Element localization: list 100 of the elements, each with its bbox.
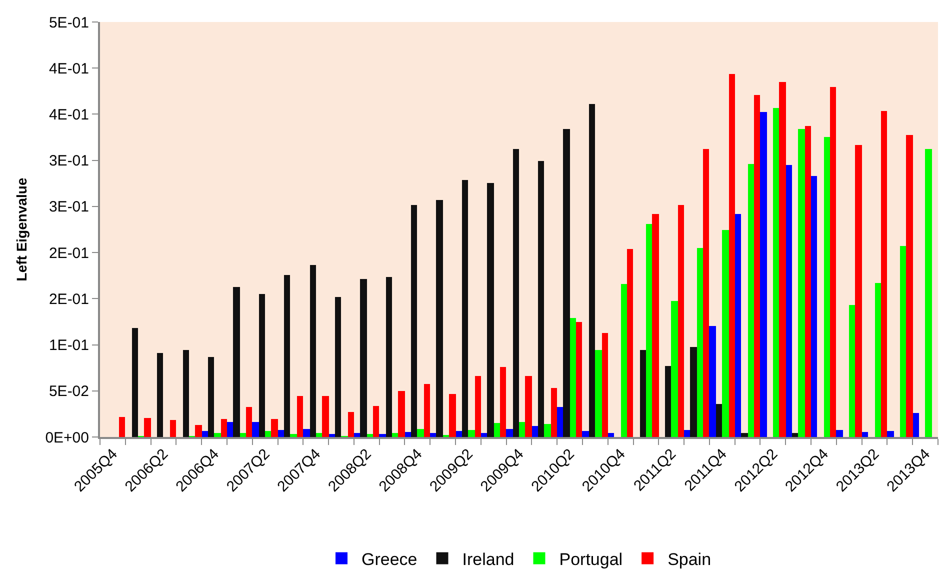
bar (449, 394, 456, 437)
bar (913, 413, 919, 437)
bar (227, 422, 233, 437)
bar (811, 176, 817, 437)
bar (729, 74, 735, 437)
bar (398, 391, 405, 437)
bar (652, 214, 659, 437)
bar (348, 412, 354, 437)
bar (271, 419, 278, 437)
bar (487, 183, 494, 437)
bar (887, 431, 894, 437)
bar (722, 230, 729, 437)
bar (862, 432, 868, 437)
y-tick-label: 4E-01 (48, 60, 89, 78)
bar (411, 205, 417, 437)
bar (544, 424, 551, 437)
bar (119, 417, 125, 437)
bar (462, 180, 468, 437)
bar (582, 431, 589, 437)
bar (259, 294, 265, 437)
bar (284, 275, 290, 437)
bar (392, 433, 398, 437)
bar (430, 433, 436, 437)
bar (386, 277, 392, 437)
bar (290, 434, 297, 437)
bar (202, 431, 208, 437)
bar (602, 333, 608, 437)
bar (379, 434, 386, 437)
bar (246, 407, 252, 437)
bar (595, 350, 602, 437)
bar (481, 433, 487, 437)
bar (475, 376, 481, 437)
bar (608, 433, 614, 437)
bar (500, 367, 506, 437)
bar (671, 301, 678, 437)
bar (132, 328, 138, 437)
bar (157, 353, 163, 437)
bar (183, 350, 189, 437)
bar (519, 422, 525, 437)
y-tick-label: 3E-01 (48, 198, 89, 216)
bar (310, 265, 316, 437)
bar (170, 420, 176, 437)
bar (589, 104, 595, 437)
bar (754, 95, 760, 437)
bar (557, 407, 563, 437)
bar (405, 432, 411, 437)
bar (748, 164, 754, 437)
bar (875, 283, 881, 437)
bar (417, 429, 424, 437)
bar (906, 135, 913, 437)
bar (373, 406, 379, 437)
legend-label: Ireland (462, 550, 514, 569)
bar (322, 396, 329, 437)
bar (240, 433, 246, 437)
bar (836, 430, 843, 437)
y-tick-label: 5E-02 (48, 383, 89, 400)
bar (760, 112, 767, 437)
bar (252, 422, 259, 437)
bar (233, 287, 240, 437)
bar (830, 87, 836, 437)
bar (709, 326, 716, 437)
bar (786, 165, 792, 437)
bar (354, 433, 360, 437)
bar (855, 145, 862, 437)
bar (576, 322, 582, 437)
bar (849, 305, 855, 437)
bar (525, 376, 532, 437)
bar (792, 433, 798, 437)
bar (316, 433, 322, 437)
bar (360, 279, 367, 437)
bar (824, 137, 830, 437)
bar (684, 430, 690, 437)
bar (697, 248, 703, 437)
bar (303, 429, 310, 437)
bar (570, 318, 576, 437)
legend-label: Spain (668, 550, 712, 569)
bar (621, 284, 627, 437)
y-tick-label: 1E-01 (48, 337, 89, 354)
bar (144, 418, 151, 437)
y-tick-label: 4E-01 (48, 106, 89, 124)
bar (900, 246, 906, 437)
bar (627, 249, 633, 437)
bar (424, 384, 430, 437)
bar (678, 205, 684, 437)
bar (329, 434, 335, 437)
bar (925, 149, 932, 437)
bar (703, 149, 709, 437)
y-tick-label: 3E-01 (48, 152, 89, 170)
bar (735, 214, 741, 437)
bar (716, 404, 722, 437)
bar (195, 425, 202, 437)
y-tick-label: 2E-01 (48, 244, 89, 262)
bar (221, 419, 227, 437)
y-tick-label: 5E-01 (48, 14, 89, 32)
bar (563, 129, 570, 437)
bar (538, 161, 544, 437)
bar (532, 426, 538, 437)
bar (335, 297, 341, 437)
bar (741, 433, 748, 437)
bar (456, 431, 462, 437)
